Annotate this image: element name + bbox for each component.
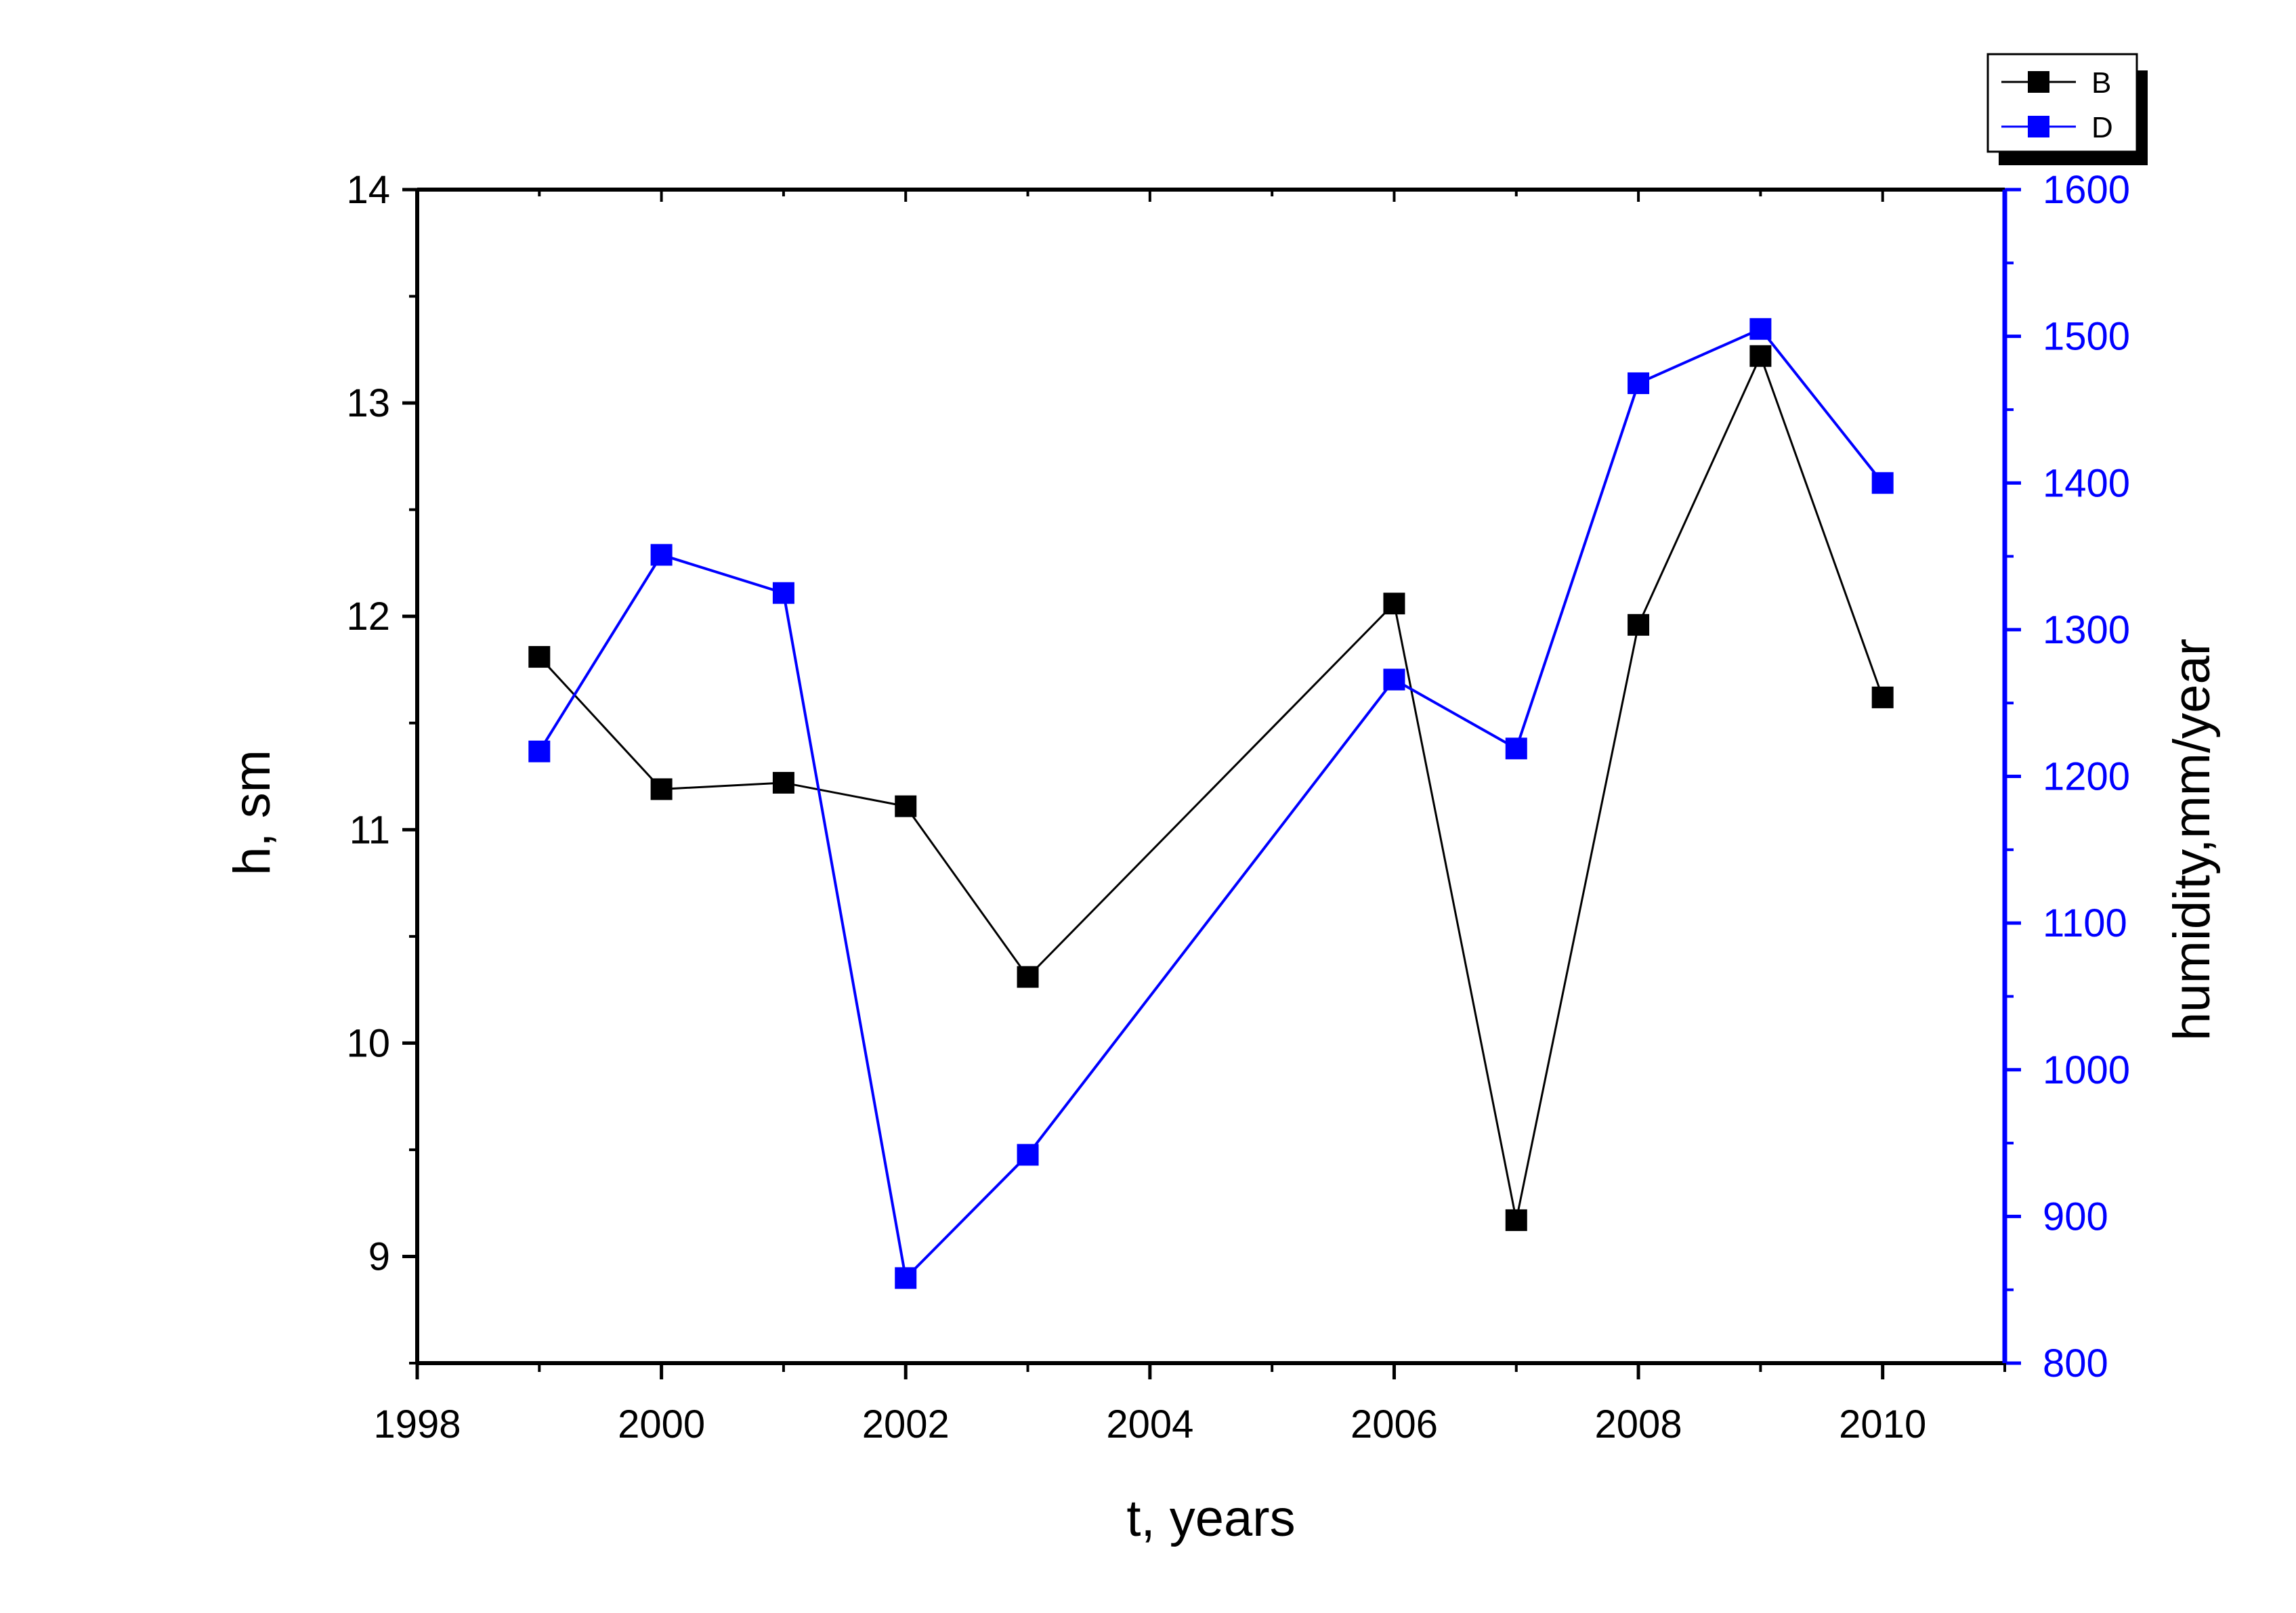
left-tick-label: 10 [346,1021,390,1065]
right-tick-label: 800 [2043,1341,2108,1385]
bottom-tick-label: 2008 [1595,1402,1682,1446]
legend: B D [1986,53,2148,165]
bottom-tick-label: 2006 [1351,1402,1438,1446]
left-axis-ticks: 9 10 11 12 13 14 [346,168,417,1364]
marker-d [1383,668,1405,691]
legend-label-b: B [2091,66,2111,100]
bottom-tick-label: 2010 [1839,1402,1926,1446]
bottom-tick-label: 1998 [373,1402,461,1446]
series-line-d [538,327,1884,1281]
left-tick-label: 9 [368,1234,390,1278]
right-tick-label: 900 [2043,1195,2108,1239]
marker-b [1383,593,1405,615]
right-tick-label: 1300 [2043,608,2130,652]
bottom-tick-label: 2000 [618,1402,705,1446]
left-tick-label: 14 [346,168,390,212]
marker-d [528,740,551,762]
marker-b [1749,345,1772,367]
right-tick-label: 1600 [2043,168,2130,212]
y-axis-title: h, sm [224,750,281,876]
marker-b [650,778,673,800]
marker-b [1017,966,1039,988]
y2-axis-title: humidity,mm/year [2163,639,2221,1041]
marker-b [772,771,794,794]
marker-b [1628,614,1650,636]
marker-d [1017,1144,1039,1166]
right-tick-label: 1400 [2043,461,2130,505]
marker-b [1871,686,1894,708]
marker-d [772,582,794,604]
bottom-tick-label: 2004 [1106,1402,1193,1446]
right-tick-label: 1000 [2043,1048,2130,1092]
legend-marker-d [2028,116,2049,137]
left-tick-label: 12 [346,595,390,639]
right-axis-ticks: 800 900 1000 1100 1200 1300 1400 1500 1600 [2005,168,2130,1385]
marker-d [1505,737,1527,760]
marker-d [895,1267,917,1289]
left-tick-label: 13 [346,381,390,425]
right-tick-label: 1100 [2043,901,2127,945]
bottom-tick-label: 2002 [862,1402,950,1446]
top-axis-ticks [538,190,1884,202]
marker-b [1505,1209,1527,1231]
series-line-b [538,353,1884,1221]
marker-b [895,795,917,817]
marker-d [1749,318,1772,340]
left-tick-label: 11 [349,808,390,852]
marker-d [1871,472,1894,494]
legend-marker-b [2028,71,2049,93]
marker-d [1628,372,1650,394]
marker-b [528,646,551,668]
marker-d [650,544,673,566]
right-tick-label: 1200 [2043,755,2130,799]
legend-box [1986,53,2138,153]
bottom-axis-ticks: 1998 2000 2002 2004 2006 2008 2010 [373,1363,2006,1446]
x-axis-title: t, years [1126,1490,1295,1547]
right-tick-label: 1500 [2043,315,2130,359]
series-layer [528,318,1894,1289]
legend-label-d: D [2091,111,2113,144]
